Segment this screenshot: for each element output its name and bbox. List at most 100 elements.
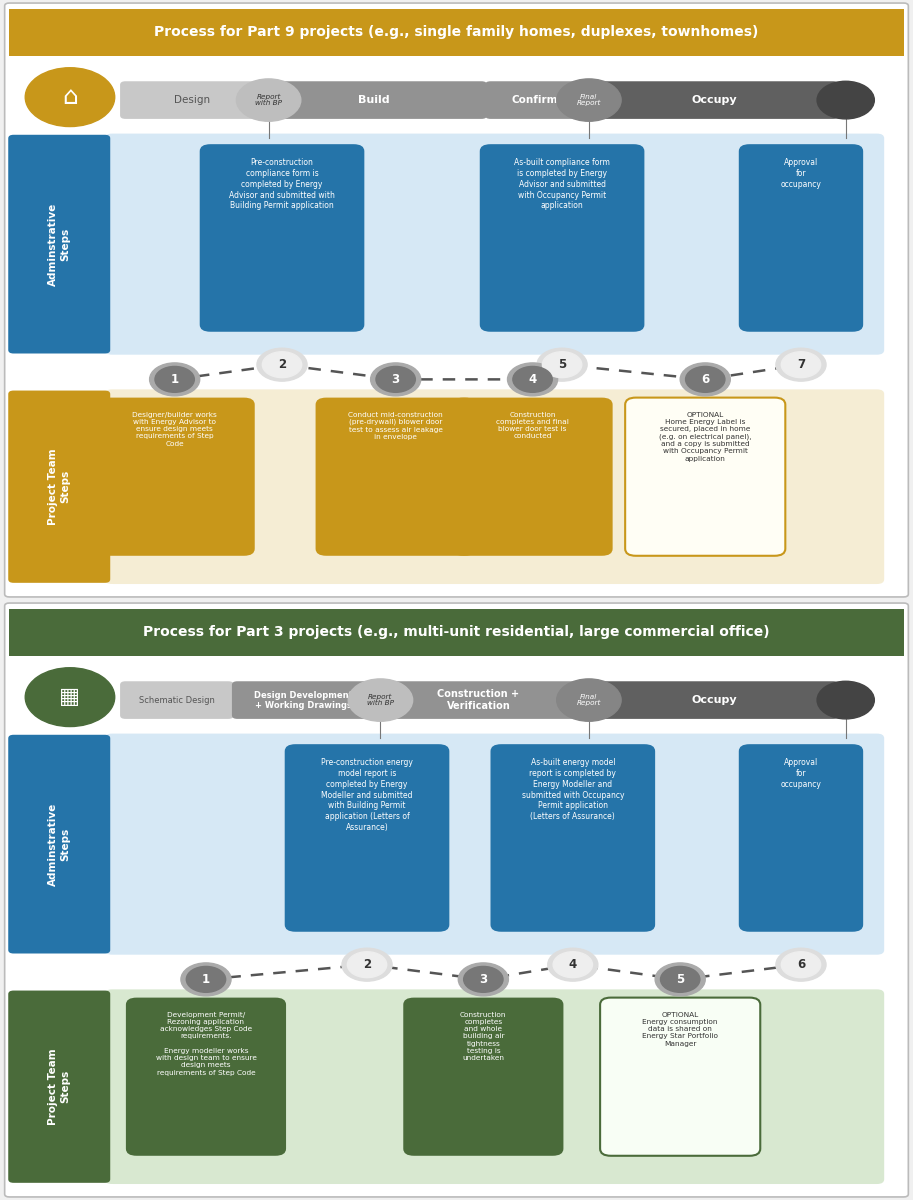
Text: 5: 5 — [676, 973, 685, 986]
Text: Report
with BP: Report with BP — [255, 94, 282, 107]
Circle shape — [376, 366, 415, 392]
Text: As-built compliance form
is completed by Energy
Advisor and submitted
with Occup: As-built compliance form is completed by… — [514, 158, 610, 210]
FancyBboxPatch shape — [261, 82, 487, 119]
FancyBboxPatch shape — [485, 82, 583, 119]
Circle shape — [817, 682, 875, 719]
Circle shape — [656, 962, 705, 996]
Circle shape — [776, 948, 826, 982]
Text: 1: 1 — [171, 373, 179, 386]
Circle shape — [680, 362, 730, 396]
FancyBboxPatch shape — [200, 144, 364, 331]
Text: Final
Report: Final Report — [577, 694, 601, 707]
Text: Construction
completes and final
blower door test is
conducted: Construction completes and final blower … — [496, 412, 569, 439]
Circle shape — [686, 366, 725, 392]
FancyBboxPatch shape — [105, 133, 884, 355]
Text: Build: Build — [359, 95, 390, 106]
Circle shape — [262, 352, 301, 378]
FancyBboxPatch shape — [479, 144, 645, 331]
FancyBboxPatch shape — [739, 744, 863, 931]
FancyBboxPatch shape — [8, 990, 110, 1183]
Text: 3: 3 — [392, 373, 400, 386]
Text: Report
with BP: Report with BP — [367, 694, 394, 707]
Circle shape — [508, 362, 558, 396]
Text: OPTIONAL
Energy consumption
data is shared on
Energy Star Portfolio
Manager: OPTIONAL Energy consumption data is shar… — [642, 1012, 719, 1046]
Text: Project Team
Steps: Project Team Steps — [48, 1049, 70, 1126]
FancyBboxPatch shape — [126, 997, 286, 1156]
Circle shape — [150, 362, 200, 396]
Text: Process for Part 9 projects (e.g., single family homes, duplexes, townhomes): Process for Part 9 projects (e.g., singl… — [154, 25, 759, 40]
Text: 7: 7 — [797, 358, 805, 371]
Text: 5: 5 — [558, 358, 566, 371]
Circle shape — [347, 952, 387, 978]
Circle shape — [342, 948, 392, 982]
Text: Final
Report: Final Report — [577, 94, 601, 107]
Circle shape — [257, 348, 307, 382]
Circle shape — [553, 952, 593, 978]
FancyBboxPatch shape — [105, 389, 884, 584]
FancyBboxPatch shape — [121, 82, 263, 119]
Circle shape — [155, 366, 194, 392]
FancyBboxPatch shape — [490, 744, 656, 931]
Text: Pre-construction energy
model report is
completed by Energy
Modeller and submitt: Pre-construction energy model report is … — [321, 758, 413, 832]
Text: Designer/builder works
with Energy Advisor to
ensure design meets
requirements o: Designer/builder works with Energy Advis… — [132, 412, 217, 446]
FancyBboxPatch shape — [5, 604, 908, 1196]
FancyBboxPatch shape — [95, 397, 255, 556]
Text: 3: 3 — [479, 973, 488, 986]
Circle shape — [776, 348, 826, 382]
Text: Approval
for
occupancy: Approval for occupancy — [781, 758, 822, 788]
FancyBboxPatch shape — [625, 397, 785, 556]
Circle shape — [782, 952, 821, 978]
Circle shape — [782, 352, 821, 378]
Circle shape — [660, 966, 700, 992]
Text: 2: 2 — [363, 958, 371, 971]
Circle shape — [548, 948, 598, 982]
FancyBboxPatch shape — [373, 682, 583, 719]
FancyBboxPatch shape — [8, 390, 110, 583]
FancyBboxPatch shape — [9, 8, 904, 56]
Text: Design Development
+ Working Drawings: Design Development + Working Drawings — [254, 690, 352, 709]
FancyBboxPatch shape — [404, 997, 563, 1156]
Text: Confirm: Confirm — [511, 95, 558, 106]
Circle shape — [513, 366, 552, 392]
Circle shape — [464, 966, 503, 992]
Circle shape — [557, 79, 621, 121]
Text: Construction
completes
and whole
building air
tightness
testing is
undertaken: Construction completes and whole buildin… — [460, 1012, 507, 1061]
Text: Adminstrative
Steps: Adminstrative Steps — [48, 803, 70, 886]
Circle shape — [371, 362, 421, 396]
Text: Pre-construction
compliance form is
completed by Energy
Advisor and submitted wi: Pre-construction compliance form is comp… — [229, 158, 335, 210]
FancyBboxPatch shape — [591, 682, 838, 719]
Text: Occupy: Occupy — [692, 95, 738, 106]
Circle shape — [542, 352, 582, 378]
Circle shape — [236, 79, 300, 121]
FancyBboxPatch shape — [8, 134, 110, 354]
Text: 4: 4 — [569, 958, 577, 971]
Text: ⌂: ⌂ — [62, 85, 78, 109]
FancyBboxPatch shape — [232, 682, 375, 719]
Text: 6: 6 — [701, 373, 709, 386]
Text: As-built energy model
report is completed by
Energy Modeller and
submitted with : As-built energy model report is complete… — [521, 758, 624, 821]
Text: Adminstrative
Steps: Adminstrative Steps — [48, 203, 70, 286]
Text: 1: 1 — [202, 973, 210, 986]
FancyBboxPatch shape — [285, 744, 449, 931]
FancyBboxPatch shape — [8, 734, 110, 954]
Text: ▦: ▦ — [59, 688, 80, 707]
FancyBboxPatch shape — [591, 82, 838, 119]
Text: 4: 4 — [529, 373, 537, 386]
Text: Development Permit/
Rezoning application
acknowledges Step Code
requirements.

E: Development Permit/ Rezoning application… — [155, 1012, 257, 1075]
Circle shape — [186, 966, 226, 992]
Circle shape — [817, 82, 875, 119]
Circle shape — [537, 348, 587, 382]
Text: Project Team
Steps: Project Team Steps — [48, 449, 70, 526]
Text: 2: 2 — [278, 358, 286, 371]
FancyBboxPatch shape — [9, 608, 904, 656]
FancyBboxPatch shape — [105, 733, 884, 955]
Text: OPTIONAL
Home Energy Label is
secured, placed in home
(e.g. on electrical panel): OPTIONAL Home Energy Label is secured, p… — [659, 412, 751, 462]
FancyBboxPatch shape — [105, 989, 884, 1184]
FancyBboxPatch shape — [600, 997, 761, 1156]
Circle shape — [26, 667, 115, 726]
FancyBboxPatch shape — [739, 144, 863, 331]
Text: Design: Design — [173, 95, 210, 106]
Circle shape — [458, 962, 509, 996]
FancyBboxPatch shape — [316, 397, 476, 556]
Text: Process for Part 3 projects (e.g., multi-unit residential, large commercial offi: Process for Part 3 projects (e.g., multi… — [143, 625, 770, 640]
